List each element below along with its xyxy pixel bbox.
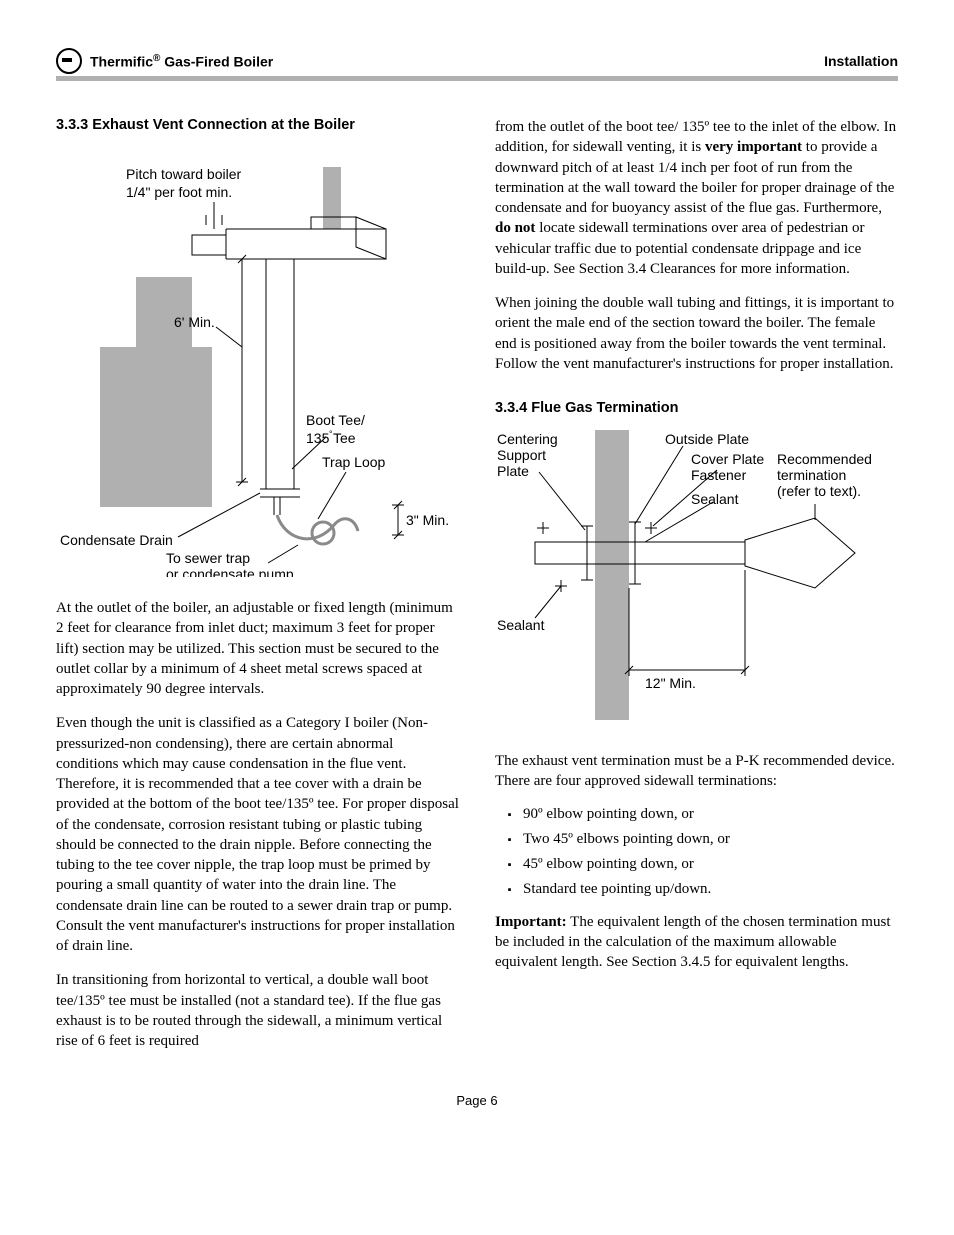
content-columns: 3.3.3 Exhaust Vent Connection at the Boi… — [56, 117, 898, 1065]
fig2-cpf1: Cover Plate — [691, 451, 764, 467]
wall-rect — [595, 430, 629, 720]
boiler-connector — [192, 235, 226, 255]
fig1-label-pitch2: 1/4" per foot min. — [126, 184, 232, 200]
para-right-top: from the outlet of the boot tee/ 135º te… — [495, 117, 898, 279]
para-right-top-d: do not — [495, 220, 535, 236]
boiler-neck — [136, 277, 192, 347]
para-important: Important: The equivalent length of the … — [495, 912, 898, 973]
para-after-fig2: The exhaust vent termination must be a P… — [495, 751, 898, 792]
leader-trap — [318, 472, 346, 519]
list-item: Standard tee pointing up/down. — [517, 881, 898, 898]
para-important-label: Important: — [495, 914, 567, 930]
fig1-label-boot1: Boot Tee/ — [306, 412, 365, 428]
header-left: Thermific® Gas-Fired Boiler — [56, 48, 273, 74]
fig2-12min: 12" Min. — [645, 675, 696, 691]
list-item: 90º elbow pointing down, or — [517, 806, 898, 823]
para-333-1: At the outlet of the boiler, an adjustab… — [56, 598, 459, 699]
brand-name: Thermific® Gas-Fired Boiler — [90, 53, 273, 70]
fig2-csp1: Centering — [497, 431, 558, 447]
flue-top-rect — [323, 167, 341, 229]
trap-loop-curve — [277, 515, 358, 539]
fig1-label-trap: Trap Loop — [322, 454, 386, 470]
fig2-csp3: Plate — [497, 463, 529, 479]
left-column: 3.3.3 Exhaust Vent Connection at the Boi… — [56, 117, 459, 1065]
page-footer: Page 6 — [56, 1093, 898, 1108]
leader-6min — [216, 327, 242, 347]
termination-poly — [745, 518, 855, 588]
right-column: from the outlet of the boot tee/ 135º te… — [495, 117, 898, 1065]
para-right-mid: When joining the double wall tubing and … — [495, 293, 898, 374]
page-header: Thermific® Gas-Fired Boiler Installation — [56, 48, 898, 74]
heading-333: 3.3.3 Exhaust Vent Connection at the Boi… — [56, 117, 459, 133]
fig1-label-deg: ° — [329, 429, 333, 439]
leader-oplate — [635, 446, 683, 524]
boiler-body — [100, 347, 212, 507]
fig2-rec2: termination — [777, 467, 846, 483]
fig1-label-6min: 6' Min. — [174, 314, 215, 330]
fig1-label-sewer1: To sewer trap — [166, 550, 250, 566]
fig2-oplate: Outside Plate — [665, 431, 749, 447]
pipe-rect — [535, 542, 745, 564]
fig2-csp2: Support — [497, 447, 546, 463]
fig2-sealant-l: Sealant — [497, 617, 545, 633]
fig1-label-sewer2: or condensate pump. — [166, 566, 298, 577]
fig2-rec1: Recommended — [777, 451, 872, 467]
brand-suffix: Gas-Fired Boiler — [160, 53, 273, 69]
fig2-sealant-r: Sealant — [691, 491, 739, 507]
figure-exhaust-vent: Pitch toward boiler 1/4" per foot min. 6… — [56, 147, 459, 582]
elbow-right — [356, 217, 386, 259]
leader-seal-l — [535, 586, 561, 618]
brand-logo-icon — [56, 48, 82, 74]
figure-flue-termination: Centering Support Plate Outside Plate Co… — [495, 430, 898, 735]
heading-334: 3.3.4 Flue Gas Termination — [495, 400, 898, 416]
header-rule — [56, 76, 898, 81]
fig1-label-3min: 3" Min. — [406, 512, 449, 528]
boot-tee-column — [266, 259, 294, 489]
para-right-top-b: very important — [705, 139, 802, 155]
list-item: 45º elbow pointing down, or — [517, 856, 898, 873]
figure-flue-termination-svg: Centering Support Plate Outside Plate Co… — [495, 430, 895, 730]
leader-sewer — [268, 545, 298, 563]
leader-seal-r — [645, 502, 713, 542]
header-right: Installation — [824, 53, 898, 69]
termination-list: 90º elbow pointing down, or Two 45º elbo… — [495, 806, 898, 898]
fig1-label-cdrain: Condensate Drain — [60, 532, 173, 548]
leader-csp — [539, 472, 585, 530]
fig2-rec3: (refer to text). — [777, 483, 861, 499]
para-333-3: In transitioning from horizontal to vert… — [56, 970, 459, 1051]
fig2-cpf2: Fastener — [691, 467, 747, 483]
figure-exhaust-vent-svg: Pitch toward boiler 1/4" per foot min. 6… — [56, 147, 456, 577]
fig1-label-pitch1: Pitch toward boiler — [126, 166, 242, 182]
para-right-top-e: locate sidewall terminations over area o… — [495, 220, 864, 277]
para-333-2: Even though the unit is classified as a … — [56, 713, 459, 956]
brand-text: Thermific — [90, 53, 153, 69]
list-item: Two 45º elbows pointing down, or — [517, 831, 898, 848]
